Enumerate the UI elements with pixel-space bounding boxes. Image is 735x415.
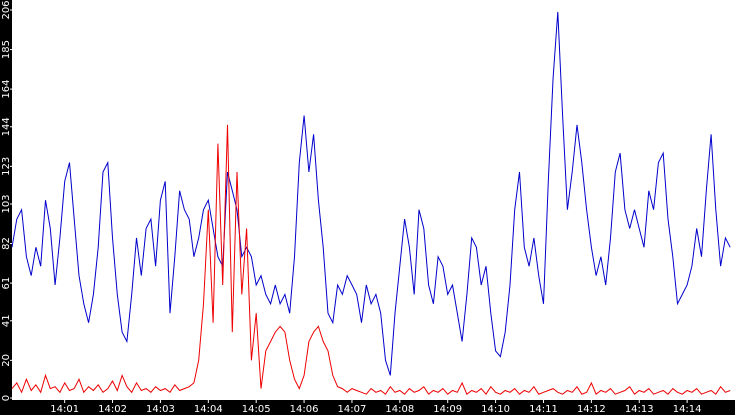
x-tick-label: 14:02 bbox=[98, 404, 127, 415]
data-line bbox=[11, 11, 731, 376]
x-tick-label: 14:03 bbox=[146, 404, 175, 415]
x-tick-label: 14:06 bbox=[290, 404, 319, 415]
x-tick-label: 14:07 bbox=[338, 404, 367, 415]
x-axis-strip bbox=[0, 400, 735, 415]
y-tick-label: 41 bbox=[1, 314, 12, 327]
x-tick-label: 14:01 bbox=[50, 404, 79, 415]
y-tick-label: 144 bbox=[1, 117, 12, 136]
y-tick-label: 185 bbox=[1, 40, 12, 59]
y-tick-label: 20 bbox=[1, 354, 12, 367]
y-tick-label: 103 bbox=[1, 194, 12, 213]
x-tick-label: 14:11 bbox=[529, 404, 558, 415]
y-tick-label: 206 bbox=[1, 0, 12, 19]
x-tick-label: 14:10 bbox=[481, 404, 510, 415]
y-axis-strip bbox=[0, 0, 12, 415]
x-tick-label: 14:05 bbox=[242, 404, 271, 415]
x-tick-label: 14:08 bbox=[385, 404, 414, 415]
x-tick-label: 14:04 bbox=[194, 404, 223, 415]
x-tick-label: 14:12 bbox=[577, 404, 606, 415]
y-tick-label: 61 bbox=[1, 277, 12, 290]
y-tick-label: 82 bbox=[1, 237, 12, 250]
x-tick-label: 14:09 bbox=[433, 404, 462, 415]
data-line bbox=[11, 124, 731, 396]
y-tick-label: 164 bbox=[1, 80, 12, 99]
x-tick-label: 14:13 bbox=[625, 404, 654, 415]
x-tick-label: 14:14 bbox=[673, 404, 702, 415]
y-tick-label: 123 bbox=[1, 157, 12, 176]
y-tick-label: 0 bbox=[1, 395, 12, 401]
